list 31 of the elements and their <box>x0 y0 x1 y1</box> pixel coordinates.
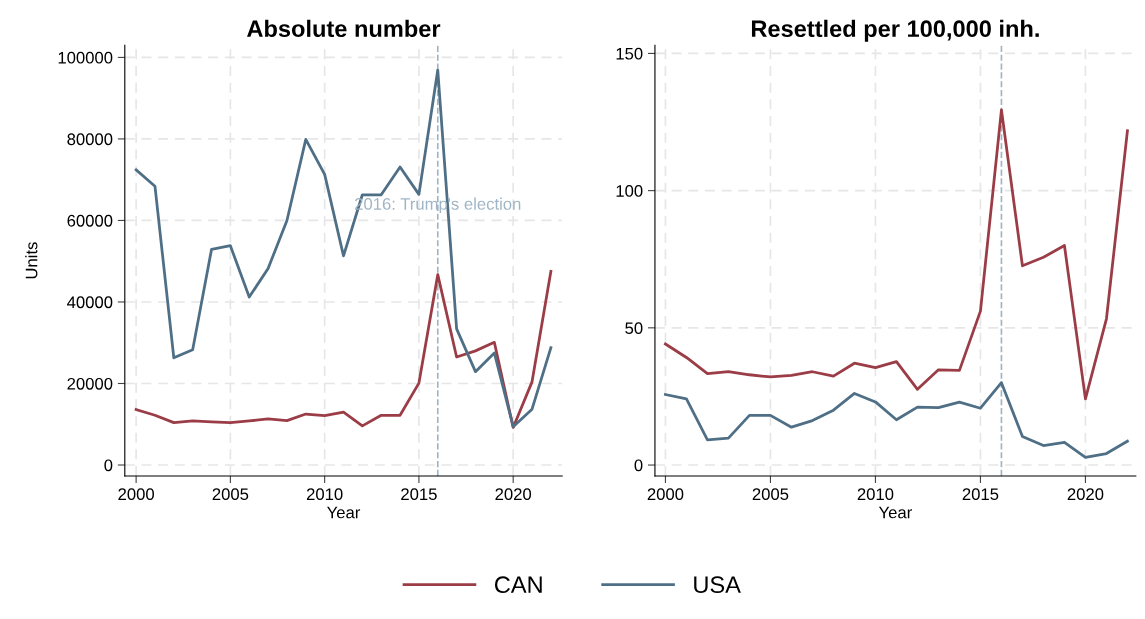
line-series <box>664 108 1129 401</box>
y-tick-label: 80000 <box>67 133 113 146</box>
x-tick-label: 2010 <box>857 488 894 501</box>
y-tick-label: 100000 <box>58 51 113 64</box>
y-tick-label: 0 <box>104 459 113 472</box>
x-tick-label: 2015 <box>962 488 999 501</box>
y-tick-label: 20000 <box>67 377 113 390</box>
legend-label: CAN <box>494 576 542 594</box>
y-tick-label: 150 <box>616 47 643 60</box>
y-tick-label: 100 <box>616 185 643 197</box>
chart-title: Resettled per 100,000 inh. <box>751 19 1039 42</box>
chart-title: Absolute number <box>247 19 441 38</box>
x-axis-title: Year <box>327 506 361 519</box>
y-tick-label: 0 <box>634 459 643 472</box>
y-tick-label: 50 <box>625 322 643 335</box>
line-series <box>664 381 1129 459</box>
y-axis-title: Units <box>25 242 38 279</box>
legend-label: USA <box>694 576 741 594</box>
x-tick-label: 2010 <box>306 488 343 501</box>
line-series <box>134 270 553 429</box>
line-series <box>134 68 553 429</box>
x-tick-label: 2005 <box>212 488 249 501</box>
x-tick-label: 2020 <box>1067 488 1104 501</box>
y-tick-label: 40000 <box>67 296 113 309</box>
y-tick-label: 60000 <box>67 214 113 227</box>
x-axis-title: Year <box>878 506 912 519</box>
x-tick-label: 2015 <box>401 488 437 501</box>
x-tick-label: 2020 <box>495 488 532 501</box>
x-tick-label: 2000 <box>118 488 155 501</box>
x-tick-label: 2005 <box>752 488 789 501</box>
x-tick-label: 2000 <box>647 488 684 501</box>
